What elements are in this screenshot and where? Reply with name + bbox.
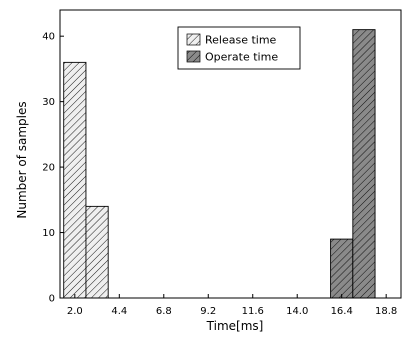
y-tick-label: 40 [42,32,55,43]
bar-operate-1 [352,29,376,299]
legend-label-release: Release time [205,34,277,47]
bars-group [63,29,376,299]
bar-release-0 [63,61,87,299]
x-tick-label: 11.6 [242,306,264,317]
y-tick-label: 30 [42,97,55,108]
y-tick-label: 0 [49,294,55,305]
x-tick-label: 16.4 [331,306,353,317]
ticks-group: 2.0 4.4 6.8 9.2 11.6 14.0 16.4 18.8 0 10 20 30 40 [42,32,397,317]
x-tick-label: 6.8 [156,306,172,317]
bar-operate-0 [330,238,354,299]
legend-label-operate: Operate time [205,51,278,64]
bar-release-1 [85,205,109,299]
x-axis-title: Time[ms] [206,319,264,333]
y-tick-label: 10 [42,228,55,239]
y-axis-title: Number of samples [15,101,29,218]
legend: Release time Operate time [177,26,301,70]
plot-frame [59,9,402,299]
legend-swatch-operate [186,50,201,63]
x-tick-label: 18.8 [375,306,397,317]
legend-swatch-release [186,33,201,46]
y-tick-label: 20 [42,163,55,174]
x-tick-label: 14.0 [286,306,308,317]
x-tick-label: 9.2 [200,306,216,317]
x-tick-label: 4.4 [111,306,127,317]
x-tick-label: 2.0 [67,306,83,317]
